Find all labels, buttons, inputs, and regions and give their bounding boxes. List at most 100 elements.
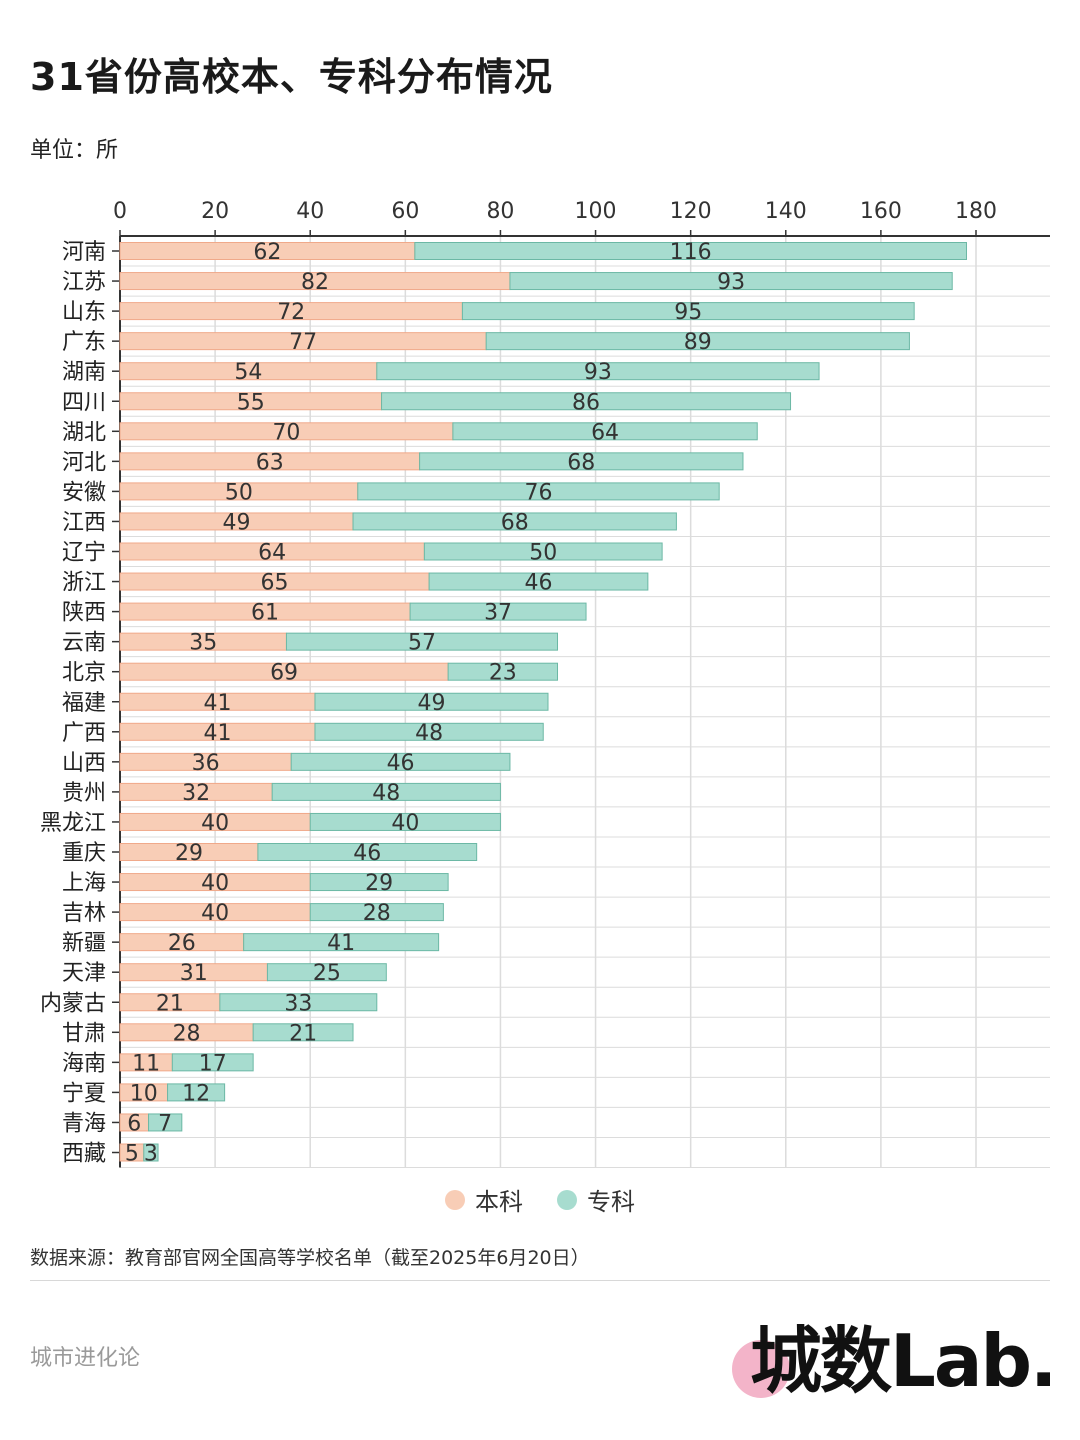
bar-junior (271, 782, 501, 801)
category-label: 宁夏 (62, 1081, 106, 1106)
data-label-undergrad: 41 (203, 691, 231, 716)
category-label: 辽宁 (62, 541, 106, 566)
data-label-undergrad: 32 (182, 781, 210, 806)
bar-junior (381, 392, 792, 411)
data-label-junior: 23 (489, 661, 517, 686)
bar-junior (309, 873, 449, 892)
category-label: 青海 (62, 1111, 106, 1136)
data-label-junior: 12 (182, 1081, 210, 1106)
data-label-junior: 48 (372, 781, 400, 806)
bar-junior (309, 812, 501, 831)
data-label-undergrad: 50 (225, 480, 253, 505)
data-label-junior: 48 (415, 721, 443, 746)
data-label-junior: 29 (365, 871, 393, 896)
data-label-undergrad: 64 (258, 541, 286, 566)
data-label-undergrad: 35 (189, 631, 217, 656)
category-label: 吉林 (62, 901, 106, 926)
x-tick-label: 80 (486, 199, 514, 224)
data-label-undergrad: 69 (270, 661, 298, 686)
category-label: 内蒙古 (40, 991, 106, 1016)
category-label: 山西 (62, 751, 106, 776)
data-label-undergrad: 29 (175, 841, 203, 866)
bar-junior (447, 662, 559, 681)
data-label-undergrad: 55 (237, 390, 265, 415)
bar-junior (461, 302, 915, 321)
data-label-junior: 68 (567, 450, 595, 475)
data-label-junior: 17 (199, 1051, 227, 1076)
category-label: 四川 (62, 390, 106, 415)
x-tick-label: 140 (765, 199, 807, 224)
data-label-junior: 33 (284, 991, 312, 1016)
category-label: 福建 (62, 691, 106, 716)
x-tick-label: 0 (113, 199, 127, 224)
data-label-undergrad: 62 (253, 240, 281, 265)
data-label-undergrad: 70 (272, 420, 300, 445)
data-source: 数据来源：教育部官网全国高等学校名单（截至2025年6月20日） (30, 1247, 590, 1269)
category-label: 天津 (62, 961, 106, 986)
data-label-undergrad: 21 (156, 991, 184, 1016)
data-label-junior: 93 (717, 270, 745, 295)
category-label: 浙江 (62, 571, 106, 596)
category-label: 上海 (62, 871, 106, 896)
logo-text: 城数Lab. (750, 1319, 1057, 1403)
category-label: 江西 (62, 510, 106, 535)
category-label: 黑龙江 (40, 811, 106, 836)
legend-dot-undergrad (445, 1189, 465, 1210)
bar-junior (266, 963, 387, 982)
category-label: 河北 (62, 450, 106, 475)
bar-junior (314, 692, 549, 711)
data-label-undergrad: 36 (192, 751, 220, 776)
data-label-junior: 28 (363, 901, 391, 926)
bar-junior (423, 542, 663, 561)
legend-item-undergrad: 本科 (445, 1182, 523, 1217)
bar-junior (243, 933, 440, 952)
category-label: 贵州 (62, 781, 106, 806)
bar-junior (252, 1023, 354, 1042)
bar-junior (219, 993, 378, 1012)
data-label-undergrad: 26 (168, 931, 196, 956)
bar-junior (409, 602, 587, 621)
data-label-junior: 7 (158, 1111, 172, 1136)
data-label-junior: 93 (584, 360, 612, 385)
data-label-junior: 40 (391, 811, 419, 836)
data-label-junior: 25 (313, 961, 341, 986)
data-label-undergrad: 5 (125, 1142, 139, 1167)
bar-junior (428, 572, 649, 591)
x-tick-label: 20 (201, 199, 229, 224)
legend-dot-junior (557, 1189, 577, 1210)
data-label-undergrad: 49 (223, 510, 251, 535)
data-label-junior: 3 (144, 1142, 158, 1167)
data-label-undergrad: 11 (132, 1051, 160, 1076)
logo-dot (732, 1340, 790, 1398)
x-tick-label: 160 (860, 199, 902, 224)
data-label-junior: 37 (484, 601, 512, 626)
data-label-junior: 41 (327, 931, 355, 956)
brand-logo: 城数Lab. (730, 1300, 1060, 1410)
data-label-junior: 46 (387, 751, 415, 776)
data-label-junior: 95 (674, 300, 702, 325)
data-label-undergrad: 28 (173, 1021, 201, 1046)
data-label-undergrad: 41 (203, 721, 231, 746)
category-label: 江苏 (62, 270, 106, 295)
footer-divider (30, 1280, 1050, 1281)
bar-junior (414, 242, 967, 260)
data-label-junior: 50 (529, 541, 557, 566)
bar-junior (376, 362, 820, 381)
x-tick-label: 180 (955, 199, 997, 224)
category-label: 北京 (62, 661, 106, 686)
x-tick-label: 60 (391, 199, 419, 224)
data-label-undergrad: 63 (256, 450, 284, 475)
data-label-undergrad: 31 (180, 961, 208, 986)
data-label-undergrad: 6 (127, 1111, 141, 1136)
category-label: 陕西 (62, 601, 106, 626)
data-label-junior: 46 (524, 571, 552, 596)
x-tick-label: 100 (575, 199, 617, 224)
bar-junior (290, 752, 511, 771)
bar-junior (167, 1083, 226, 1102)
bar-junior (352, 512, 677, 531)
category-label: 甘肃 (62, 1021, 106, 1046)
data-label-junior: 64 (591, 420, 619, 445)
data-label-undergrad: 77 (289, 330, 317, 355)
category-label: 重庆 (62, 841, 106, 866)
data-label-undergrad: 65 (261, 571, 289, 596)
